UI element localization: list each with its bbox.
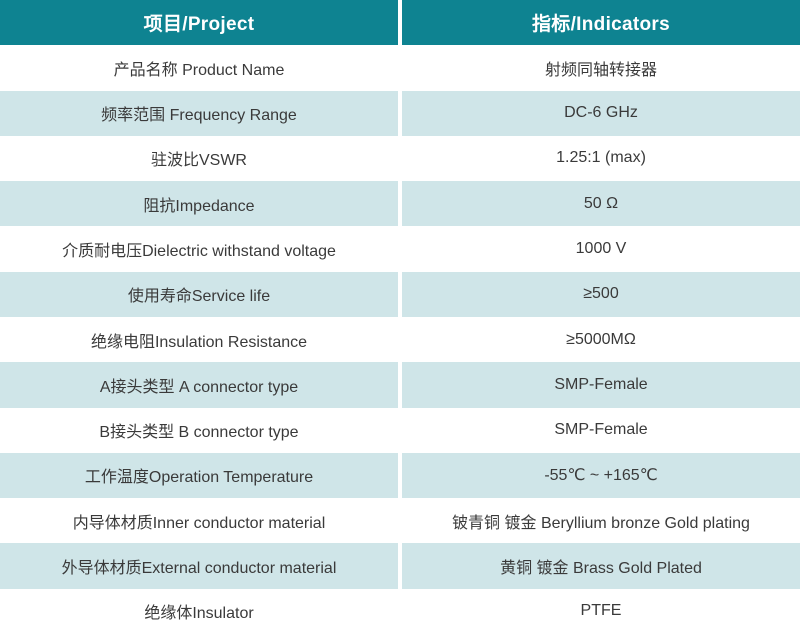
indicator-cell: 1.25:1 (max) <box>402 135 800 182</box>
table-row: 外导体材质External conductor material 黄铜 镀金 B… <box>0 543 800 589</box>
project-cell: B接头类型 B connector type <box>0 407 398 453</box>
project-cell: 产品名称 Product Name <box>0 45 398 91</box>
table-row: 绝缘体Insulator PTFE <box>0 588 800 634</box>
indicator-cell: -55℃ ~ +165℃ <box>402 452 800 499</box>
indicator-cell: 50 Ω <box>402 181 800 227</box>
indicator-cell: SMP-Female <box>402 407 800 453</box>
indicator-cell: PTFE <box>402 588 800 634</box>
project-cell: 外导体材质External conductor material <box>0 543 398 589</box>
table-row: 阻抗Impedance 50 Ω <box>0 181 800 227</box>
indicator-cell: 射频同轴转接器 <box>402 45 800 91</box>
table-row: 驻波比VSWR 1.25:1 (max) <box>0 135 800 182</box>
project-cell: 内导体材质Inner conductor material <box>0 498 398 544</box>
indicator-cell: 铍青铜 镀金 Beryllium bronze Gold plating <box>402 498 800 544</box>
project-cell: 绝缘电阻Insulation Resistance <box>0 316 398 363</box>
table-row: A接头类型 A connector type SMP-Female <box>0 362 800 408</box>
project-cell: 使用寿命Service life <box>0 271 398 317</box>
indicator-cell: 黄铜 镀金 Brass Gold Plated <box>402 543 800 589</box>
project-cell: 频率范围 Frequency Range <box>0 90 398 136</box>
header-project: 项目/Project <box>0 0 398 46</box>
project-cell: 绝缘体Insulator <box>0 588 398 634</box>
header-indicators: 指标/Indicators <box>402 0 800 46</box>
table-row: 绝缘电阻Insulation Resistance ≥5000MΩ <box>0 316 800 363</box>
indicator-cell: 1000 V <box>402 226 800 272</box>
table-row: 内导体材质Inner conductor material 铍青铜 镀金 Ber… <box>0 498 800 544</box>
project-cell: 介质耐电压Dielectric withstand voltage <box>0 226 398 272</box>
indicator-cell: SMP-Female <box>402 362 800 408</box>
project-cell: A接头类型 A connector type <box>0 362 398 408</box>
indicator-cell: ≥5000MΩ <box>402 316 800 363</box>
project-cell: 阻抗Impedance <box>0 181 398 227</box>
project-cell: 工作温度Operation Temperature <box>0 452 398 499</box>
table-row: 使用寿命Service life ≥500 <box>0 271 800 317</box>
indicator-cell: ≥500 <box>402 271 800 317</box>
table-row: 产品名称 Product Name 射频同轴转接器 <box>0 45 800 91</box>
table-row: 工作温度Operation Temperature -55℃ ~ +165℃ <box>0 452 800 499</box>
table-row: 频率范围 Frequency Range DC-6 GHz <box>0 90 800 136</box>
table-header-row: 项目/Project 指标/Indicators <box>0 0 800 46</box>
table-row: 介质耐电压Dielectric withstand voltage 1000 V <box>0 226 800 272</box>
project-cell: 驻波比VSWR <box>0 135 398 182</box>
indicator-cell: DC-6 GHz <box>402 90 800 136</box>
table-row: B接头类型 B connector type SMP-Female <box>0 407 800 453</box>
